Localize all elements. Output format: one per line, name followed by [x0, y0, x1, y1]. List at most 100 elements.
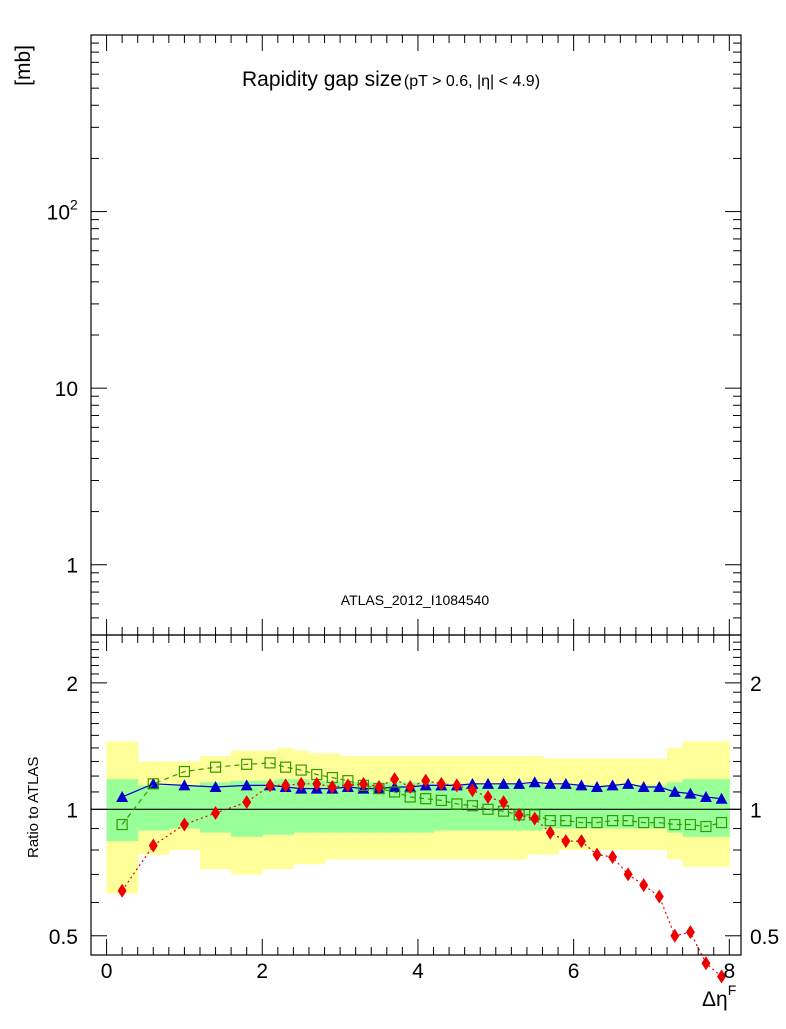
- triangle-marker: [575, 779, 588, 791]
- diamond-marker: [265, 778, 275, 793]
- main-y-tick-label: 1: [66, 555, 78, 578]
- diamond-marker: [179, 817, 189, 832]
- ratio-series-group: [116, 757, 728, 984]
- diamond-marker: [343, 778, 353, 793]
- diamond-marker: [670, 928, 680, 943]
- x-tick-label: 6: [568, 960, 580, 983]
- triangle-marker: [116, 790, 129, 802]
- square-marker: [653, 816, 665, 829]
- triangle-marker: [497, 777, 510, 789]
- diamond-marker: [701, 956, 711, 971]
- x-tick-label: 2: [256, 960, 268, 983]
- diamond-marker: [561, 834, 571, 849]
- green-band-bin: [698, 779, 715, 837]
- square-marker: [638, 816, 650, 829]
- triangle-marker: [240, 779, 253, 791]
- chart-title: Rapidity gap size (pT > 0.6, |η| < 4.9): [242, 68, 540, 91]
- triangle-marker: [528, 776, 541, 788]
- diamond-marker: [358, 776, 368, 791]
- square-marker: [435, 794, 447, 807]
- diamond-marker: [421, 773, 431, 788]
- diamond-marker: [499, 795, 509, 810]
- green-band-bin: [713, 779, 730, 837]
- triangle-marker: [147, 777, 160, 789]
- uncertainty-bands: [106, 741, 730, 894]
- triangle-marker: [668, 785, 681, 797]
- diamond-marker: [483, 789, 493, 804]
- ratio-y-tick-label-right: 0.5: [750, 926, 779, 949]
- diamond-marker: [390, 772, 400, 787]
- diamond-marker: [576, 834, 586, 849]
- diamond-marker: [514, 807, 524, 822]
- square-marker: [116, 818, 128, 831]
- analysis-annotation: ATLAS_2012_I1084540: [341, 592, 490, 608]
- main-y-tick-label: 10: [47, 202, 70, 225]
- square-marker: [280, 761, 292, 773]
- square-marker: [575, 816, 588, 829]
- main-panel-frame: [90, 34, 742, 636]
- square-marker: [715, 816, 728, 829]
- square-marker: [622, 815, 634, 827]
- triangle-marker: [178, 779, 191, 791]
- square-marker: [420, 793, 432, 805]
- square-marker: [700, 820, 712, 833]
- main-y-tick-label: 10: [55, 378, 78, 401]
- green-band-bin: [137, 785, 170, 831]
- square-marker: [147, 778, 159, 790]
- green-band-bin: [542, 785, 559, 829]
- green-band-bin: [324, 780, 341, 833]
- green-band-bin: [620, 785, 637, 829]
- triangle-marker: [684, 787, 697, 799]
- diamond-marker: [327, 780, 337, 795]
- triangle-marker: [622, 777, 635, 789]
- square-marker: [466, 800, 479, 812]
- square-marker: [295, 764, 307, 776]
- triangle-marker: [513, 777, 526, 789]
- square-marker: [591, 816, 603, 829]
- diamond-marker: [452, 778, 462, 793]
- green-band-bin: [402, 782, 419, 833]
- triangle-marker: [637, 781, 650, 793]
- diamond-marker: [296, 776, 306, 791]
- green-band-bin: [464, 783, 481, 831]
- green-band-bin: [355, 782, 372, 833]
- ratio-y-tick-label-right: 2: [750, 673, 762, 696]
- green-band-bin: [386, 782, 403, 833]
- green-band-bin: [604, 785, 621, 829]
- square-marker: [560, 815, 572, 827]
- green-band-bin: [277, 779, 294, 835]
- diamond-marker: [545, 825, 555, 840]
- diamond-marker: [654, 889, 664, 904]
- x-tick-label: 0: [101, 960, 113, 983]
- square-marker: [544, 815, 556, 827]
- triangle-marker: [606, 779, 619, 791]
- green-band-bin: [371, 782, 388, 833]
- triangle-marker: [209, 781, 222, 793]
- diamond-marker: [211, 806, 221, 821]
- green-band-bin: [433, 783, 450, 831]
- triangle-marker: [482, 777, 495, 789]
- triangle-marker: [590, 781, 603, 793]
- diamond-marker: [148, 838, 158, 853]
- square-marker: [264, 757, 276, 769]
- ratio-panel-frame: [90, 634, 742, 956]
- square-marker: [178, 765, 191, 778]
- x-axis-label-main: Δη: [702, 988, 728, 1011]
- green-band-bin: [511, 783, 528, 831]
- triangle-marker: [653, 781, 666, 793]
- diamond-marker: [281, 778, 291, 793]
- square-marker: [482, 803, 494, 815]
- triangle-marker: [559, 777, 572, 789]
- square-marker: [451, 798, 463, 810]
- ratio-y-tick-label-right: 1: [750, 799, 762, 822]
- diamond-marker: [623, 867, 633, 882]
- diamond-marker: [530, 811, 540, 826]
- triangle-marker: [544, 777, 557, 789]
- diamond-marker: [436, 776, 446, 791]
- diamond-marker: [374, 780, 384, 795]
- ratio-y-axis: 0.5 0.5 1 1 2 2: [49, 641, 779, 949]
- green-band-bin: [106, 779, 139, 842]
- ratio-y-tick-label: 0.5: [49, 926, 78, 949]
